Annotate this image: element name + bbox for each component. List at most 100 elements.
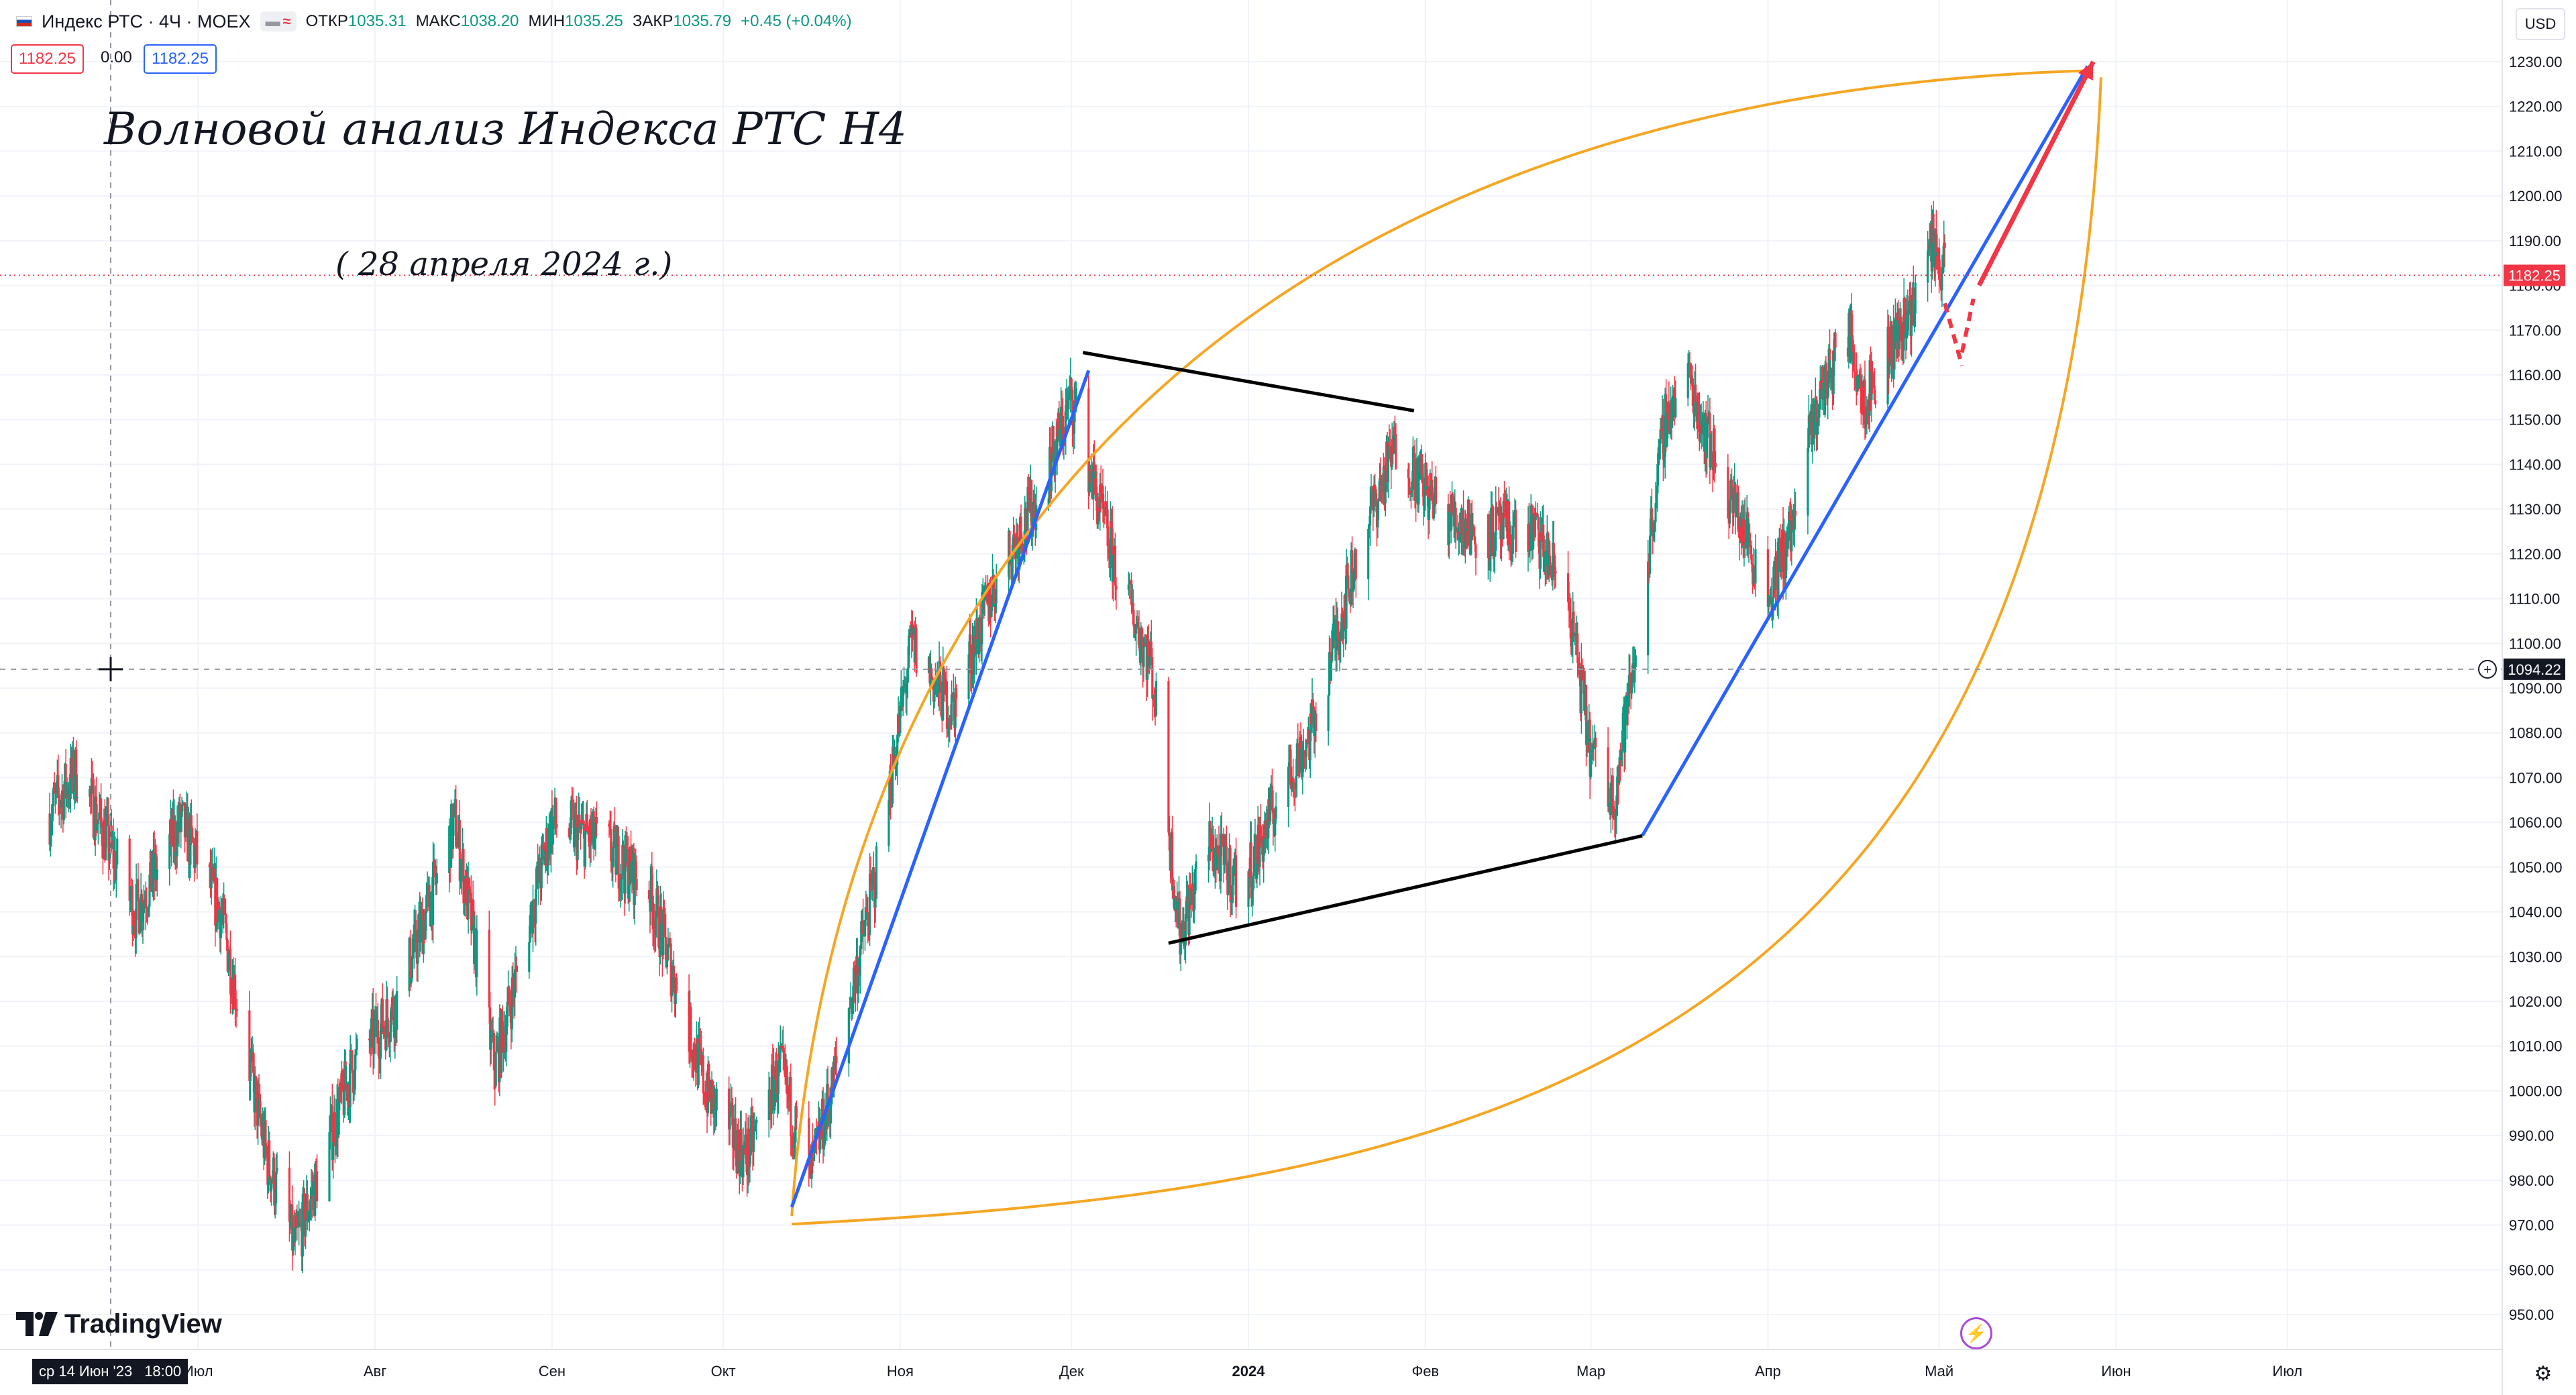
candle-body: [1713, 428, 1716, 463]
candle-body: [1379, 478, 1381, 498]
candle-body: [513, 969, 517, 998]
candle-body: [984, 585, 987, 591]
gear-icon[interactable]: ⚙: [2534, 1362, 2553, 1385]
candle-body: [535, 889, 537, 924]
currency-selector[interactable]: USD: [2516, 8, 2565, 40]
symbol-name[interactable]: Индекс РТС · 4Ч · MOEX: [42, 11, 251, 32]
candle-body: [669, 942, 672, 944]
candle-body: [1832, 353, 1835, 394]
time-axis[interactable]: Июл Авг Сен Окт Ноя Дек 2024 Фев Мар Апр Май Июн Июл: [0, 1349, 2502, 1380]
candle-body: [131, 886, 134, 935]
candle-body: [1309, 713, 1311, 761]
candle-body: [1303, 750, 1306, 756]
candle-body: [1252, 876, 1254, 891]
candle-body: [1472, 531, 1475, 537]
candle-body: [571, 800, 574, 807]
candle-body: [1026, 487, 1029, 534]
candle-body: [328, 1132, 331, 1202]
candle-body: [1768, 600, 1771, 605]
candle-body: [1907, 311, 1910, 315]
candle-body: [1127, 584, 1130, 590]
candle-body: [1411, 447, 1414, 490]
lightning-icon[interactable]: ⚡: [1960, 1317, 1992, 1349]
candle-body: [976, 618, 979, 640]
candle-body: [1625, 695, 1629, 725]
candle-body: [769, 1089, 771, 1113]
candle-body: [501, 1011, 504, 1027]
candle-body: [529, 915, 531, 942]
candle-body: [672, 965, 676, 993]
candle-body: [138, 899, 140, 934]
plus-glyph: +: [2483, 663, 2491, 677]
candle-body: [196, 831, 199, 864]
candle-body: [1859, 374, 1862, 380]
candle-body: [1136, 622, 1140, 628]
bid-price[interactable]: 1182.25: [11, 44, 84, 74]
candle-body: [135, 883, 138, 939]
candle-body: [1107, 545, 1110, 552]
candle-body: [57, 775, 60, 795]
candle-body: [1620, 750, 1623, 761]
candle-body: [1020, 537, 1024, 553]
trend-line: [1640, 65, 2090, 837]
y-tick-label: 1150.00: [2509, 412, 2561, 429]
candle-body: [1271, 785, 1274, 811]
candle-body: [777, 1054, 780, 1094]
candle-body: [378, 1043, 380, 1059]
wave-icon: ≈: [282, 13, 291, 30]
candle-body: [1493, 551, 1495, 556]
candle-body: [1068, 390, 1071, 396]
candle-body: [1499, 503, 1502, 540]
candle-body: [1301, 756, 1304, 777]
candle-body: [1345, 565, 1348, 629]
candle-body: [490, 1030, 492, 1050]
candle-body: [1425, 463, 1428, 490]
candle-body: [419, 915, 422, 943]
tradingview-logo[interactable]: TradingView: [16, 1305, 222, 1343]
candle-body: [1375, 489, 1377, 506]
candle-body: [770, 1064, 773, 1114]
candle-body: [258, 1094, 262, 1119]
candle-body: [749, 1155, 751, 1167]
candle-body: [471, 899, 474, 931]
y-tick-label: 1050.00: [2509, 859, 2563, 876]
candle-body: [1653, 522, 1656, 531]
candle-body: [257, 1092, 260, 1126]
candle-body: [659, 906, 662, 958]
candle-body: [935, 677, 938, 686]
candle-body: [1289, 744, 1292, 767]
candle-body: [1210, 848, 1213, 852]
candle-body: [1854, 372, 1857, 374]
candle-body: [1142, 645, 1145, 667]
candle-body: [747, 1128, 751, 1167]
candle-body: [472, 899, 474, 911]
y-tick-label: 1020.00: [2509, 993, 2563, 1010]
candle-body: [895, 765, 898, 769]
candle-body: [656, 888, 659, 895]
candle-body: [1352, 589, 1354, 592]
candle-body: [1130, 580, 1133, 605]
indicator-chip[interactable]: ▬ ≈: [260, 11, 297, 32]
candle-body: [613, 826, 616, 828]
candle-body: [368, 1038, 371, 1041]
candle-body: [1234, 855, 1238, 907]
candle-body: [1193, 893, 1195, 912]
candle-body: [1024, 508, 1027, 531]
price-axis[interactable]: 950.00 960.00 970.00 980.00 990.00 1000.00 101…: [2478, 0, 2565, 1395]
candle-body: [664, 913, 667, 938]
candle-body: [142, 899, 146, 913]
candle-body: [307, 1217, 310, 1221]
y-tick-label: 1200.00: [2509, 188, 2563, 205]
candle-body: [1229, 848, 1232, 902]
candle-body: [697, 1038, 700, 1085]
candle-body: [629, 846, 633, 862]
candle-body: [1547, 533, 1550, 575]
candle-body: [690, 1058, 693, 1059]
candle-body: [95, 796, 98, 831]
candle-body: [1691, 378, 1694, 406]
close-value: 1035.79: [673, 12, 732, 30]
candle-body: [252, 1051, 255, 1073]
candle-body: [1536, 513, 1539, 518]
ask-price[interactable]: 1182.25: [144, 44, 217, 74]
